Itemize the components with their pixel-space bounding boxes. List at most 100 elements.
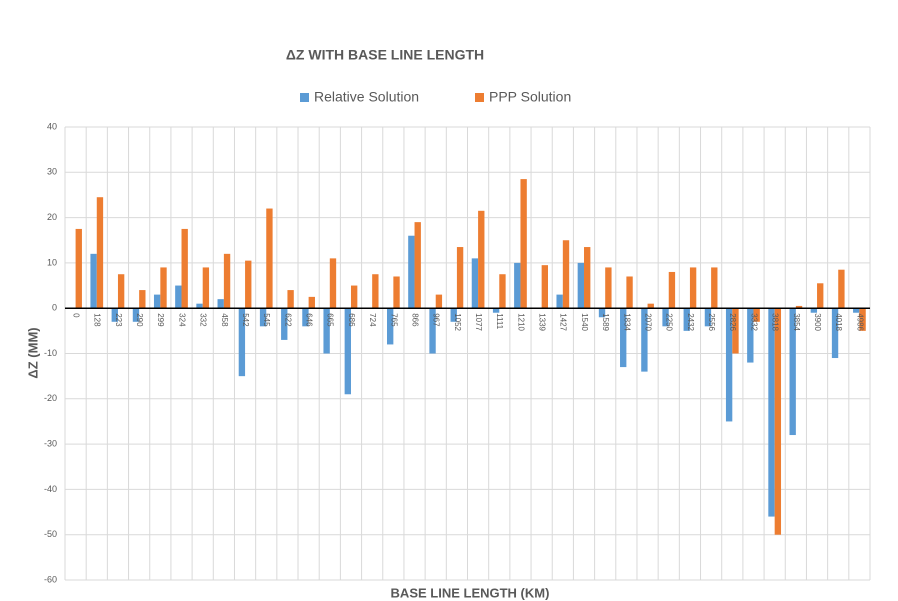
bar — [238, 308, 246, 377]
x-tick-label: 4986 — [855, 313, 864, 331]
x-tick-label: 2070 — [643, 313, 652, 331]
bar — [372, 274, 379, 309]
bar — [562, 240, 570, 309]
x-tick-label: 128 — [93, 313, 102, 327]
x-tick-label: 3900 — [813, 313, 822, 331]
x-tick-label: 967 — [432, 313, 441, 327]
bar — [492, 308, 500, 313]
bar — [556, 294, 563, 309]
bar — [471, 258, 479, 309]
bar — [584, 247, 591, 309]
bar — [732, 308, 739, 354]
x-tick-label: 2432 — [686, 313, 695, 331]
bar — [641, 308, 648, 372]
x-tick-label: 1339 — [538, 313, 547, 331]
y-tick-label: 40 — [47, 121, 57, 131]
x-tick-label: 866 — [410, 313, 419, 327]
legend-label: Relative Solution — [314, 89, 419, 105]
x-tick-label: 1111 — [495, 313, 504, 330]
bar — [626, 276, 633, 309]
bar — [859, 308, 866, 331]
y-tick-label: -30 — [44, 438, 57, 448]
bar — [774, 308, 782, 535]
bar — [393, 276, 400, 309]
bar — [139, 290, 146, 309]
bar — [287, 290, 294, 309]
x-tick-label: 3818 — [771, 313, 780, 331]
x-tick-label: 1427 — [559, 313, 568, 331]
x-tick-label: 0 — [71, 313, 80, 318]
bar — [831, 308, 839, 359]
bar — [520, 179, 527, 309]
bar — [838, 269, 845, 309]
x-tick-label: 2250 — [665, 313, 674, 331]
bar — [725, 308, 733, 422]
y-tick-label: -10 — [44, 348, 57, 358]
bar — [704, 308, 712, 327]
legend-label: PPP Solution — [489, 89, 571, 105]
bar — [605, 267, 612, 309]
x-tick-label: 299 — [156, 313, 165, 327]
x-tick-label: 1540 — [580, 313, 589, 331]
bar — [541, 265, 548, 309]
bar — [196, 303, 203, 309]
bar — [408, 235, 415, 309]
bar — [90, 253, 97, 309]
bar — [753, 308, 760, 322]
bar — [132, 308, 140, 322]
bar — [266, 208, 273, 309]
bar — [217, 299, 224, 309]
bar — [577, 262, 585, 309]
bar — [499, 274, 506, 309]
bar — [647, 303, 654, 309]
x-tick-label: 622 — [283, 313, 292, 327]
bar — [245, 260, 252, 309]
x-tick-label: 1052 — [453, 313, 462, 331]
y-axis-label: ΔZ (MM) — [25, 327, 40, 378]
x-tick-label: 223 — [114, 313, 123, 327]
bar — [323, 308, 330, 354]
y-tick-label: -50 — [44, 529, 57, 539]
y-tick-label: 10 — [47, 257, 57, 267]
bar — [75, 228, 82, 309]
bar — [308, 296, 315, 309]
bar — [344, 308, 351, 395]
x-tick-label: 3854 — [792, 313, 801, 331]
bar — [281, 308, 288, 340]
bar — [795, 305, 803, 309]
bar — [620, 308, 627, 368]
bar — [683, 308, 690, 331]
bar — [456, 247, 464, 309]
x-tick-label: 686 — [347, 313, 356, 327]
bar — [689, 267, 697, 309]
bar — [223, 253, 231, 309]
bar — [817, 283, 824, 309]
bar — [853, 308, 860, 313]
bar — [768, 308, 775, 517]
x-tick-label: 332 — [199, 313, 208, 327]
x-tick-label: 324 — [177, 313, 186, 327]
y-tick-label: 20 — [47, 212, 57, 222]
bar — [414, 222, 421, 309]
bar — [350, 285, 358, 309]
bar — [810, 308, 818, 313]
bar — [789, 308, 796, 436]
bar — [96, 197, 104, 309]
bar — [175, 285, 182, 309]
x-tick-label: 2556 — [707, 313, 716, 331]
bar — [387, 308, 394, 345]
bar — [435, 294, 443, 309]
y-tick-label: 0 — [52, 303, 57, 313]
bar — [111, 308, 118, 322]
x-tick-label: 1077 — [474, 313, 483, 331]
x-tick-label: 458 — [220, 313, 229, 327]
bar — [711, 267, 718, 309]
bar — [117, 274, 125, 309]
x-tick-label: 646 — [305, 313, 314, 327]
chart-title: ΔZ WITH BASE LINE LENGTH — [286, 47, 484, 63]
bar — [302, 308, 309, 327]
x-tick-label: 765 — [389, 313, 398, 327]
bar — [181, 228, 188, 309]
bar — [747, 308, 754, 363]
